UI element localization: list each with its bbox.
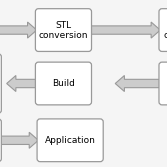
FancyBboxPatch shape — [37, 119, 103, 162]
Text: Build: Build — [52, 79, 75, 88]
Text: ma-
chining: ma- chining — [164, 21, 167, 40]
FancyBboxPatch shape — [159, 62, 167, 105]
FancyBboxPatch shape — [35, 62, 92, 105]
Polygon shape — [7, 75, 89, 92]
FancyBboxPatch shape — [0, 54, 1, 113]
Polygon shape — [0, 132, 38, 148]
FancyBboxPatch shape — [159, 9, 167, 51]
Polygon shape — [115, 75, 162, 92]
Text: Application: Application — [45, 136, 96, 145]
Polygon shape — [89, 22, 160, 38]
Polygon shape — [0, 22, 37, 38]
FancyBboxPatch shape — [0, 119, 1, 162]
Text: STL
conversion: STL conversion — [39, 21, 88, 40]
FancyBboxPatch shape — [35, 9, 92, 51]
